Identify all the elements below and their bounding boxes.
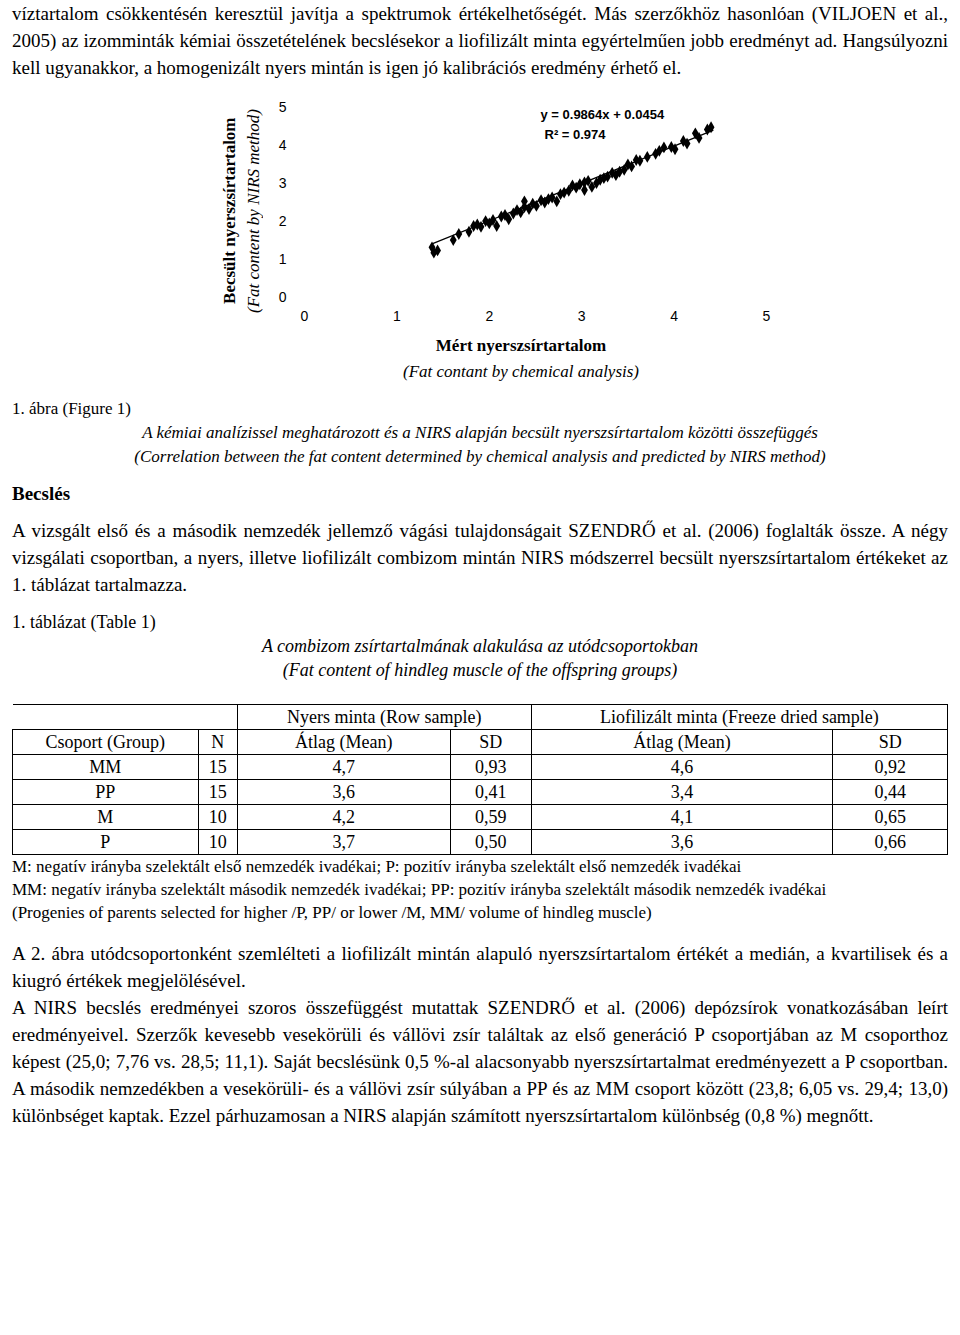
html-text:(Fat content by NIRS method): (Fat content by NIRS method) [244,109,263,313]
html-text:3,7: 3,7 [332,832,355,852]
html-text:4,7: 4,7 [332,757,355,777]
svg-text:R² = 0.974: R² = 0.974 [545,127,607,142]
svg-text:3: 3 [279,175,287,191]
html-text:(Fat contant by chemical analy: (Fat contant by chemical analysis) [403,362,639,381]
svg-text:5: 5 [279,99,287,115]
html-text:4,1: 4,1 [670,807,694,827]
html-text:A NIRS becslés eredményei szor: A NIRS becslés eredményei szoros összefü… [12,997,948,1126]
html-text:4,2: 4,2 [332,807,355,827]
html-text:A combizom zsírtartalmának ala: A combizom zsírtartalmának alakulása az … [261,636,699,656]
html-text:0,65: 0,65 [874,807,906,827]
html-text:A vizsgált első és a második n: A vizsgált első és a második nemzedék je… [12,520,948,595]
html-text:SD: SD [479,732,503,752]
html-text:(Progenies of parents selected: (Progenies of parents selected for highe… [12,903,652,922]
svg-text:0: 0 [279,289,287,305]
svg-text:4: 4 [279,137,287,153]
html-text:MM: negatív irányba szelektált: MM: negatív irányba szelektált második n… [12,880,827,899]
svg-text:3: 3 [578,308,586,324]
html-text:M: negatív irányba szelektált: M: negatív irányba szelektált első nemze… [12,857,742,876]
html-text:Csoport (Group): Csoport (Group) [45,732,166,752]
html-text:Mért nyerszsírtartalom: Mért nyerszsírtartalom [435,336,607,355]
html-text:3,4: 3,4 [670,782,694,802]
svg-text:2: 2 [485,308,493,324]
html-text:Átlag (Mean): Átlag (Mean) [633,732,731,752]
html-text:0,50: 0,50 [475,832,507,852]
svg-text:y = 0.9864x + 0.0454: y = 0.9864x + 0.0454 [541,107,665,122]
html-text:MM: MM [89,757,122,777]
html-text:N: N [211,732,225,752]
html-text:Becsült nyerszsírtartalom: Becsült nyerszsírtartalom [220,117,239,305]
svg-text:1: 1 [279,251,287,267]
html-text:SD: SD [878,732,902,752]
html-text:Nyers minta (Row sample): Nyers minta (Row sample) [287,707,482,727]
html-text:3,6: 3,6 [670,832,694,852]
html-text:10: 10 [208,807,227,827]
html-text:Átlag (Mean): Átlag (Mean) [295,732,393,752]
html-text:10: 10 [208,832,227,852]
svg-text:4: 4 [670,308,678,324]
html-text:0,44: 0,44 [874,782,906,802]
html-text:M: M [97,807,114,827]
svg-text:5: 5 [763,308,771,324]
html-text:1. táblázat (Table 1): 1. táblázat (Table 1) [12,612,156,632]
html-text:Becslés: Becslés [12,483,70,504]
html-text:1. ábra (Figure 1): 1. ábra (Figure 1) [12,399,131,418]
svg-text:0: 0 [301,308,309,324]
html-text:0,59: 0,59 [475,807,507,827]
html-text:PP: PP [95,782,116,802]
html-text:A 2. ábra utódcsoportonként sz: A 2. ábra utódcsoportonként szemlélteti … [12,943,948,991]
html-text:víztartalom csökkentésén keres: víztartalom csökkentésén keresztül javít… [12,3,948,78]
html-text:0,92: 0,92 [874,757,906,777]
html-text:4,6: 4,6 [670,757,694,777]
html-text:3,6: 3,6 [332,782,355,802]
html-text:Liofilizált minta (Freeze drie: Liofilizált minta (Freeze dried sample) [600,707,879,727]
html-text:0,93: 0,93 [475,757,507,777]
html-text:15: 15 [208,757,227,777]
html-text:0,41: 0,41 [475,782,507,802]
html-text:A kémiai analízissel meghatáro: A kémiai analízissel meghatározott és a … [142,423,818,442]
html-text:15: 15 [208,782,227,802]
html-text:P: P [100,832,111,852]
svg-text:1: 1 [393,308,401,324]
html-text:(Fat content of hindleg muscle: (Fat content of hindleg muscle of the of… [282,660,678,680]
html-text:0,66: 0,66 [874,832,906,852]
html-text:(Correlation between the fat c: (Correlation between the fat content det… [134,447,826,466]
svg-text:2: 2 [279,213,287,229]
